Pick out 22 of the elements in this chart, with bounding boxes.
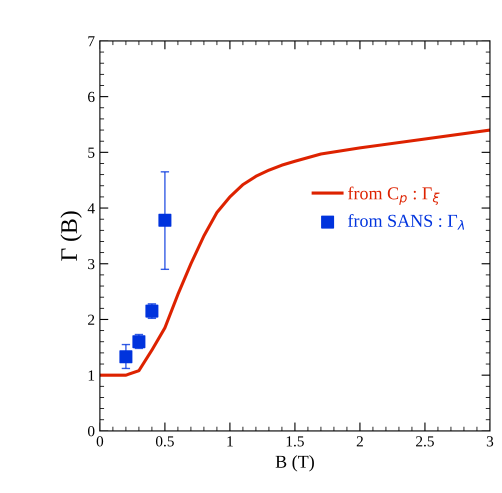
x-tick-label: 0 [96,436,104,446]
y-tick-label: 5 [88,148,94,158]
x-tick-label: 0.5 [156,436,174,447]
y-tick-label: 2 [88,314,94,325]
y-tick-label: 1 [88,370,94,380]
point [158,214,172,227]
y-axis-title: Γ (B) [60,211,82,261]
y-tick-label: 0 [88,426,94,436]
x-tick-label: 1.5 [286,436,304,447]
x-tick-label: 2 [356,436,363,446]
y-tick-label: 3 [88,258,94,270]
x-tick-label: 2.5 [416,436,434,447]
legend-label: from SANS : Γ$_{λ}$ [348,214,464,230]
y-tick-label: 6 [88,92,95,102]
y-tick-label: 7 [88,36,95,46]
y-tick-label: 4 [88,203,95,214]
x-axis-title: B (T) [276,455,314,472]
x-tick-label: 3 [486,436,494,446]
legend-label: from C$_{p}$ : Γ$_{ξ}$ [348,186,440,205]
point [119,350,132,364]
line-series [100,128,490,377]
x-tick-label: 1 [227,436,233,446]
